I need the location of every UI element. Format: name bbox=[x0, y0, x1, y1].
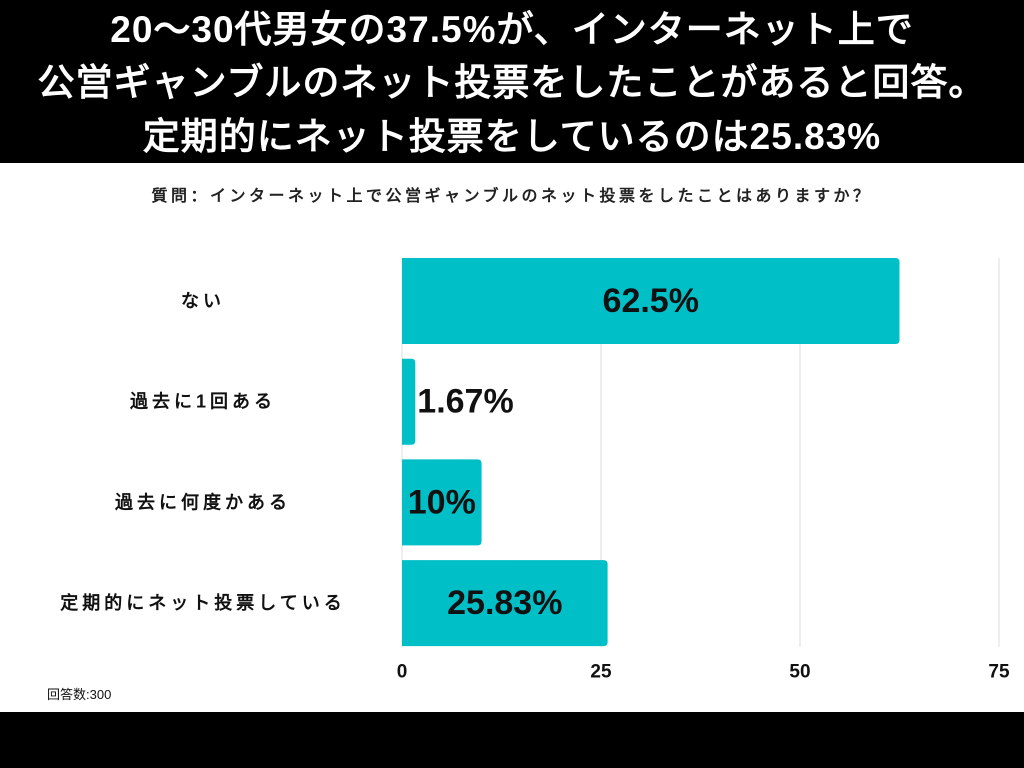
data-label: 62.5% bbox=[603, 282, 699, 320]
x-tick-label: 25 bbox=[590, 662, 612, 683]
data-label: 25.83% bbox=[447, 584, 562, 622]
data-label: 10% bbox=[408, 483, 476, 521]
headline-line-2: 公営ギャンブルのネット投票をしたことがあると回答。 bbox=[37, 62, 987, 103]
x-tick-label: 0 bbox=[397, 662, 408, 683]
survey-question: 質問：インターネット上で公営ギャンブルのネット投票をしたことはありますか？ bbox=[151, 188, 873, 205]
bar bbox=[402, 358, 416, 445]
data-label: 1.67% bbox=[417, 383, 513, 421]
headline-line-3: 定期的にネット投票をしているのは25.83% bbox=[142, 116, 882, 157]
headline-line-1: 20〜30代男女の37.5%が、インターネット上で bbox=[110, 9, 914, 50]
bar bbox=[402, 258, 900, 344]
headline-banner: 20〜30代男女の37.5%が、インターネット上で 公営ギャンブルのネット投票を… bbox=[0, 0, 1024, 163]
category-label: ない bbox=[181, 291, 225, 311]
category-label: 定期的にネット投票している bbox=[60, 592, 345, 613]
bar bbox=[402, 560, 608, 647]
category-label: 過去に1回ある bbox=[130, 391, 276, 412]
footer-band bbox=[0, 712, 1024, 768]
x-tick-label: 75 bbox=[988, 662, 1010, 683]
category-label: 過去に何度かある bbox=[115, 491, 291, 512]
respondent-count: 回答数:300 bbox=[47, 687, 112, 702]
bar-chart: 0 25 50 75 ない 62.5% 過去に1回ある 1.67% 過去に何度かある 10% 定期的… bbox=[60, 258, 1010, 683]
bar bbox=[402, 459, 482, 546]
x-tick-label: 50 bbox=[789, 662, 810, 683]
